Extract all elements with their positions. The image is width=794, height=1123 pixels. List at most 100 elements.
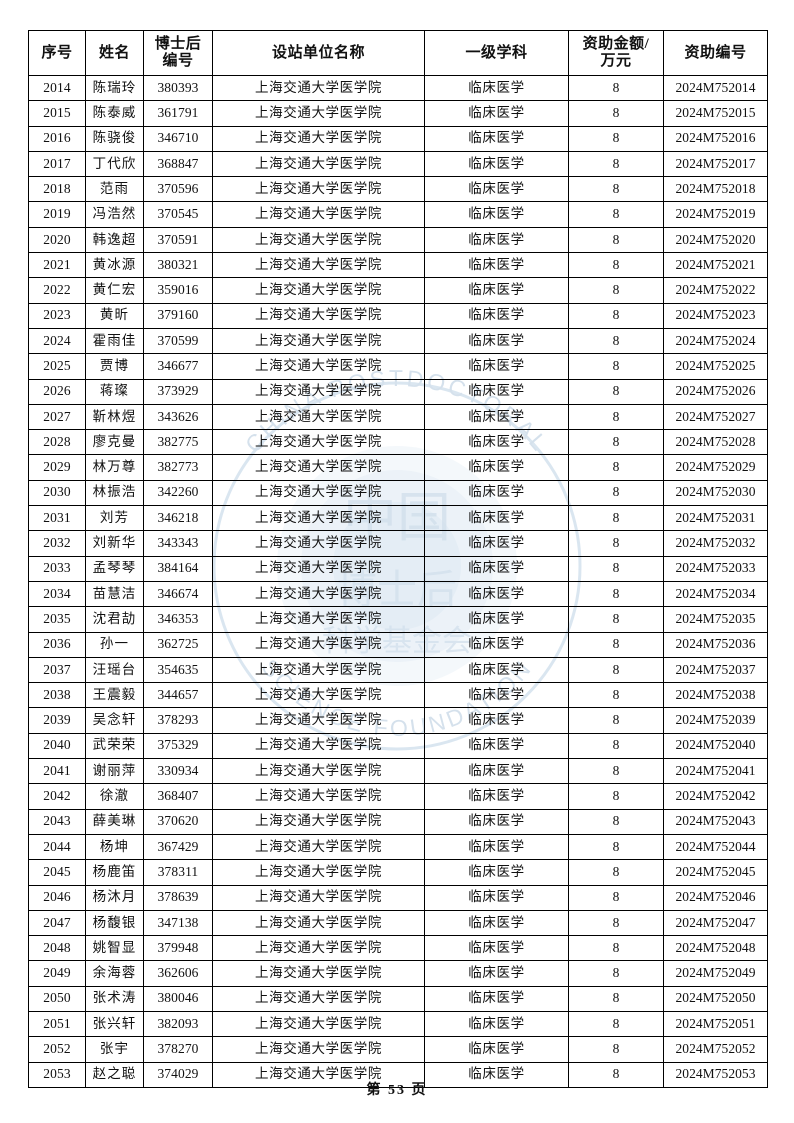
table-row: 2026 蒋璨 373929 上海交通大学医学院 临床医学 8 2024M752026 <box>28 378 768 405</box>
cell-seq: 2032 <box>28 530 86 557</box>
table-row: 2050 张术涛 380046 上海交通大学医学院 临床医学 8 2024M752050 <box>28 985 768 1012</box>
cell-name: 孙一 <box>85 631 144 658</box>
cell-seq: 2041 <box>28 758 86 785</box>
column-header-grant-no: 资助编号 <box>663 30 768 76</box>
cell-institution: 上海交通大学医学院 <box>212 100 425 127</box>
cell-postdoc-id: 330934 <box>143 758 213 785</box>
cell-discipline: 临床医学 <box>424 606 569 633</box>
cell-seq: 2023 <box>28 302 86 329</box>
cell-postdoc-id: 346677 <box>143 353 213 380</box>
cell-amount: 8 <box>568 859 664 886</box>
cell-amount: 8 <box>568 656 664 684</box>
table-row: 2039 吴念轩 378293 上海交通大学医学院 临床医学 8 2024M752039 <box>28 707 768 734</box>
cell-grant-no: 2024M752015 <box>663 100 768 127</box>
cell-grant-no: 2024M752044 <box>663 833 768 861</box>
cell-amount: 8 <box>568 277 664 304</box>
cell-name: 孟琴琴 <box>85 555 144 582</box>
table-row: 2036 孙一 362725 上海交通大学医学院 临床医学 8 2024M752036 <box>28 631 768 658</box>
cell-discipline: 临床医学 <box>424 758 569 785</box>
table-row: 2031 刘芳 346218 上海交通大学医学院 临床医学 8 2024M752031 <box>28 505 768 532</box>
cell-postdoc-id: 368407 <box>143 783 213 810</box>
cell-discipline: 临床医学 <box>424 631 569 658</box>
cell-grant-no: 2024M752041 <box>663 758 768 785</box>
cell-discipline: 临床医学 <box>424 378 569 405</box>
cell-discipline: 临床医学 <box>424 302 569 329</box>
cell-institution: 上海交通大学医学院 <box>212 74 425 102</box>
cell-institution: 上海交通大学医学院 <box>212 429 425 456</box>
cell-postdoc-id: 342260 <box>143 479 213 507</box>
cell-amount: 8 <box>568 631 664 658</box>
cell-institution: 上海交通大学医学院 <box>212 783 425 810</box>
table-row: 2018 范雨 370596 上海交通大学医学院 临床医学 8 2024M752018 <box>28 176 768 203</box>
page-footer: 第 53 页 <box>0 1079 794 1099</box>
cell-name: 刘芳 <box>85 505 144 532</box>
cell-amount: 8 <box>568 1010 664 1038</box>
cell-discipline: 临床医学 <box>424 935 569 962</box>
cell-grant-no: 2024M752045 <box>663 859 768 886</box>
cell-amount: 8 <box>568 884 664 911</box>
cell-postdoc-id: 380393 <box>143 74 213 102</box>
cell-discipline: 临床医学 <box>424 277 569 304</box>
cell-postdoc-id: 362606 <box>143 960 213 987</box>
table-row: 2021 黄冰源 380321 上海交通大学医学院 临床医学 8 2024M752021 <box>28 252 768 279</box>
cell-institution: 上海交通大学医学院 <box>212 277 425 304</box>
cell-amount: 8 <box>568 960 664 987</box>
cell-postdoc-id: 380321 <box>143 252 213 279</box>
cell-postdoc-id: 382093 <box>143 1010 213 1038</box>
cell-grant-no: 2024M752053 <box>663 1061 768 1088</box>
cell-grant-no: 2024M752017 <box>663 150 768 178</box>
cell-name: 林振浩 <box>85 479 144 507</box>
cell-institution: 上海交通大学医学院 <box>212 656 425 684</box>
cell-grant-no: 2024M752043 <box>663 808 768 835</box>
cell-name: 刘新华 <box>85 530 144 557</box>
cell-postdoc-id: 346218 <box>143 505 213 532</box>
cell-institution: 上海交通大学医学院 <box>212 985 425 1012</box>
cell-grant-no: 2024M752048 <box>663 935 768 962</box>
cell-seq: 2031 <box>28 505 86 532</box>
table-row: 2047 杨馥银 347138 上海交通大学医学院 临床医学 8 2024M752047 <box>28 909 768 937</box>
table-row: 2041 谢丽萍 330934 上海交通大学医学院 临床医学 8 2024M752041 <box>28 758 768 785</box>
cell-postdoc-id: 354635 <box>143 656 213 684</box>
cell-institution: 上海交通大学医学院 <box>212 960 425 987</box>
cell-amount: 8 <box>568 732 664 760</box>
cell-amount: 8 <box>568 1061 664 1088</box>
cell-seq: 2024 <box>28 327 86 355</box>
cell-grant-no: 2024M752030 <box>663 479 768 507</box>
page-number-label: 第 53 页 <box>366 1083 428 1098</box>
table-row: 2042 徐澈 368407 上海交通大学医学院 临床医学 8 2024M752042 <box>28 783 768 810</box>
table-row: 2025 贾博 346677 上海交通大学医学院 临床医学 8 2024M752025 <box>28 353 768 380</box>
cell-institution: 上海交通大学医学院 <box>212 327 425 355</box>
cell-name: 陈泰威 <box>85 100 144 127</box>
table-row: 2044 杨坤 367429 上海交通大学医学院 临床医学 8 2024M752044 <box>28 833 768 861</box>
cell-name: 杨馥银 <box>85 909 144 937</box>
table-row: 2015 陈泰威 361791 上海交通大学医学院 临床医学 8 2024M752015 <box>28 100 768 127</box>
cell-amount: 8 <box>568 150 664 178</box>
cell-name: 冯浩然 <box>85 201 144 228</box>
table-row: 2037 汪瑶台 354635 上海交通大学医学院 临床医学 8 2024M752037 <box>28 656 768 684</box>
table-row: 2033 孟琴琴 384164 上海交通大学医学院 临床医学 8 2024M752033 <box>28 555 768 582</box>
cell-discipline: 临床医学 <box>424 74 569 102</box>
table-row: 2020 韩逸超 370591 上海交通大学医学院 临床医学 8 2024M752020 <box>28 226 768 254</box>
cell-name: 王震毅 <box>85 682 144 709</box>
cell-discipline: 临床医学 <box>424 909 569 937</box>
cell-discipline: 临床医学 <box>424 580 569 608</box>
cell-seq: 2050 <box>28 985 86 1012</box>
cell-amount: 8 <box>568 833 664 861</box>
table-row: 2027 靳林煜 343626 上海交通大学医学院 临床医学 8 2024M752027 <box>28 403 768 431</box>
cell-postdoc-id: 373929 <box>143 378 213 405</box>
table-row: 2017 丁代欣 368847 上海交通大学医学院 临床医学 8 2024M752017 <box>28 150 768 178</box>
cell-seq: 2043 <box>28 808 86 835</box>
table-row: 2023 黄昕 379160 上海交通大学医学院 临床医学 8 2024M752023 <box>28 302 768 329</box>
cell-postdoc-id: 347138 <box>143 909 213 937</box>
cell-name: 徐澈 <box>85 783 144 810</box>
cell-discipline: 临床医学 <box>424 707 569 734</box>
cell-seq: 2028 <box>28 429 86 456</box>
table-row: 2035 沈君劼 346353 上海交通大学医学院 临床医学 8 2024M752035 <box>28 606 768 633</box>
cell-postdoc-id: 378293 <box>143 707 213 734</box>
cell-amount: 8 <box>568 909 664 937</box>
cell-postdoc-id: 346710 <box>143 125 213 152</box>
cell-amount: 8 <box>568 1036 664 1063</box>
cell-postdoc-id: 343343 <box>143 530 213 557</box>
cell-grant-no: 2024M752026 <box>663 378 768 405</box>
